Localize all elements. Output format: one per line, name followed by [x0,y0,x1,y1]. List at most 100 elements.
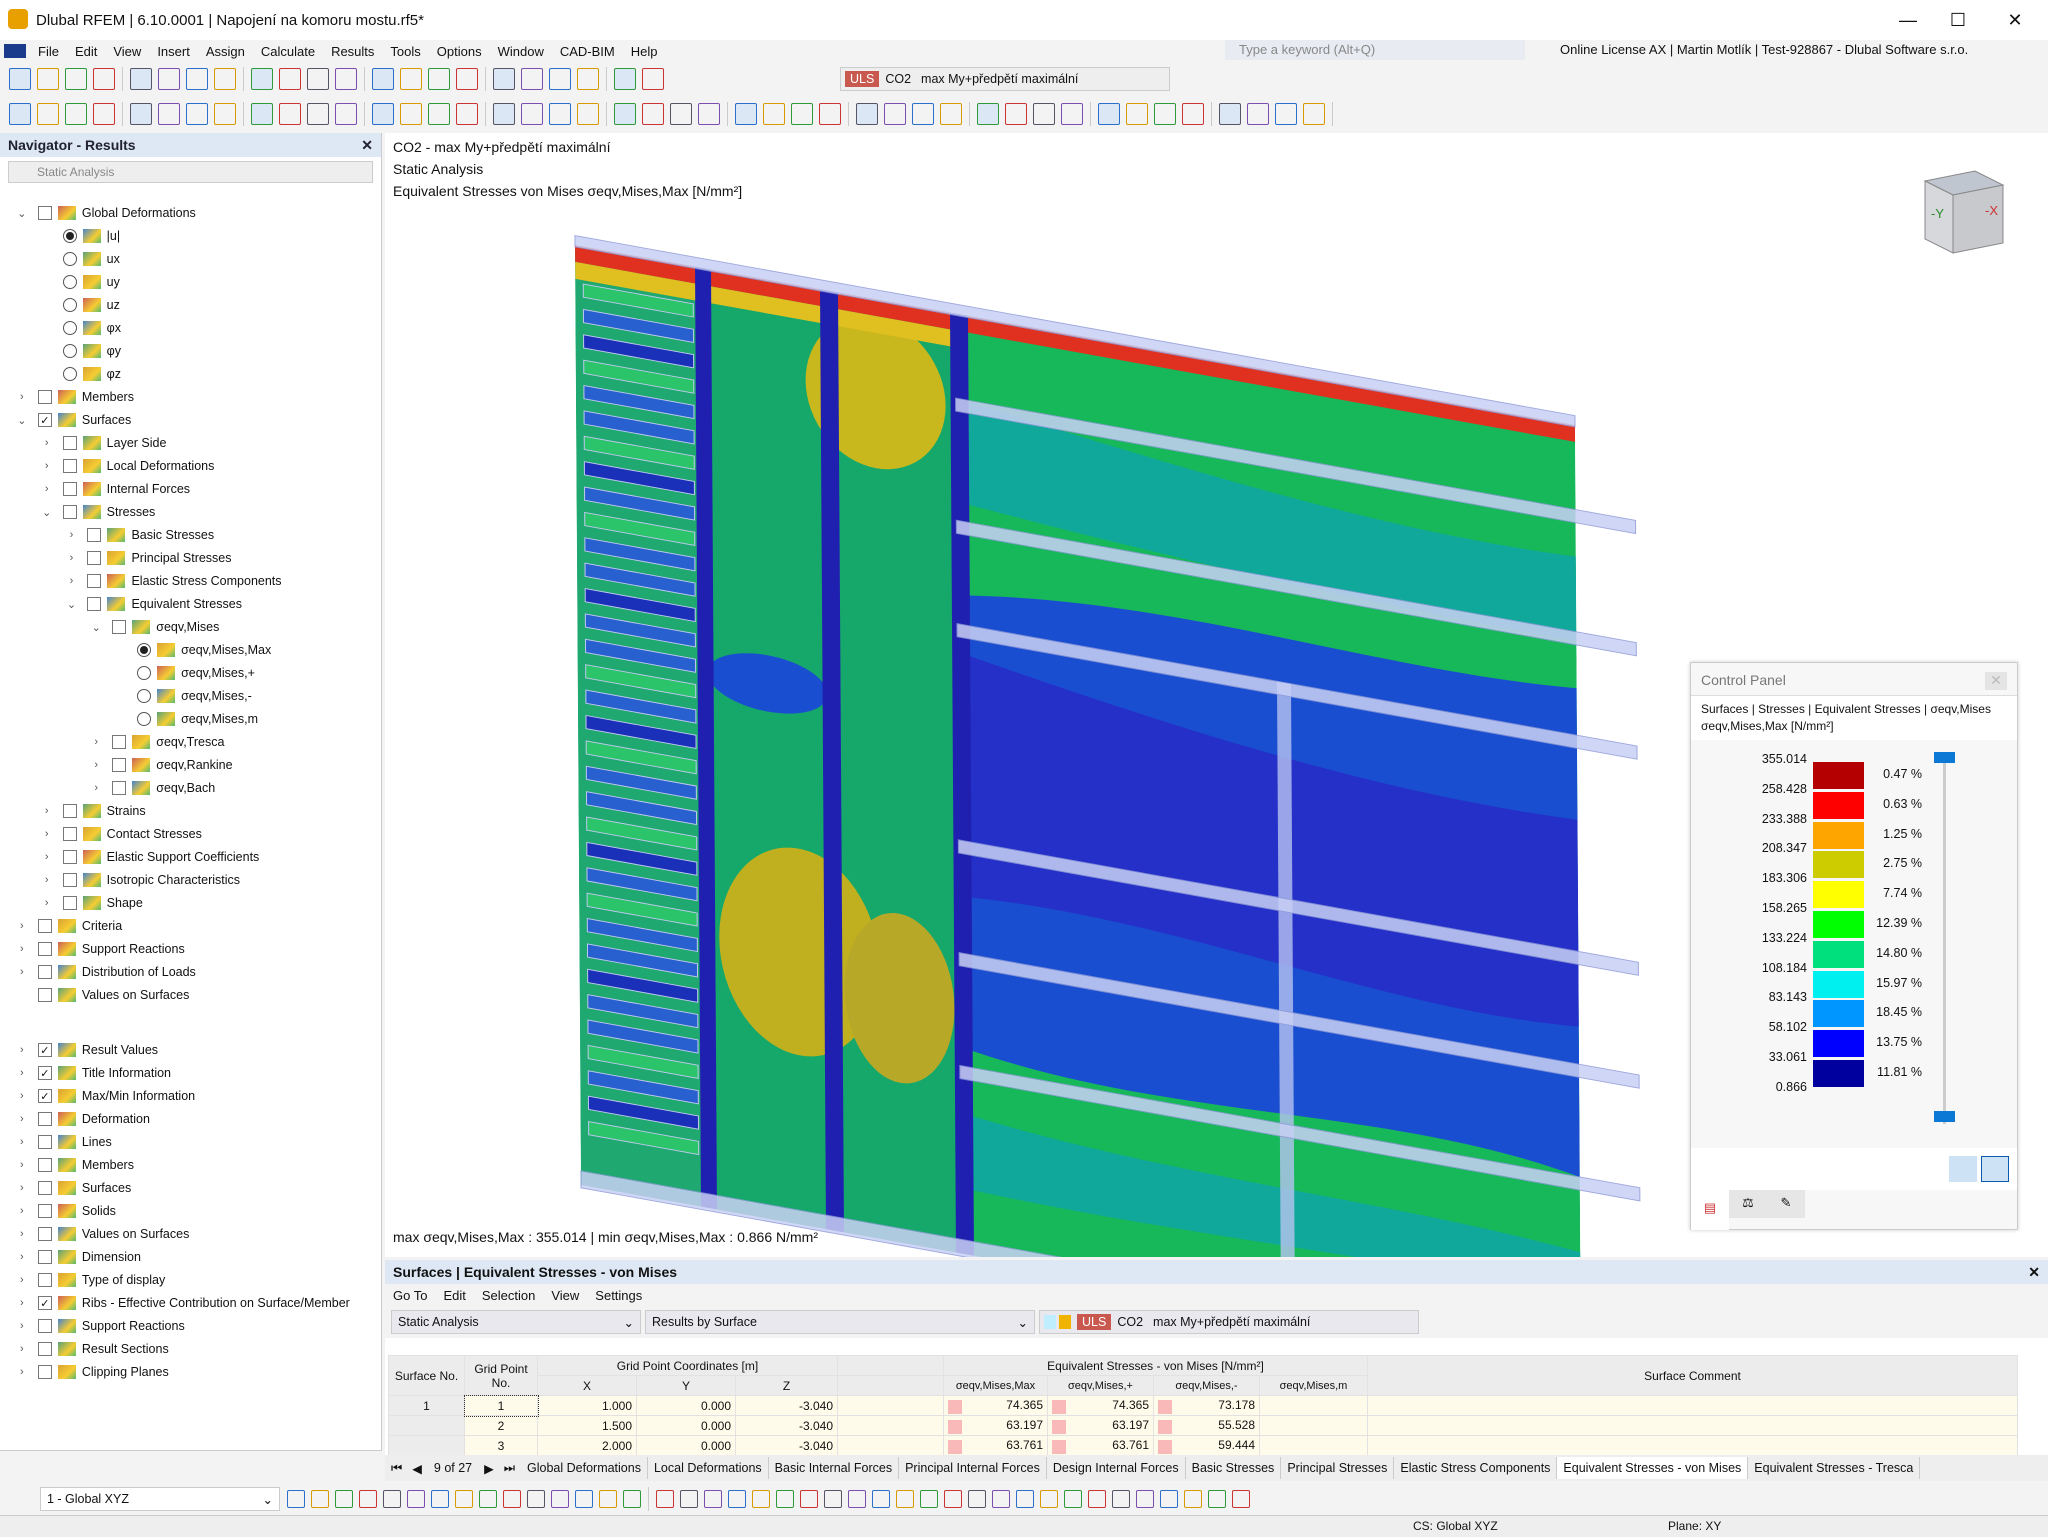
surface-icon[interactable] [642,103,664,125]
support-icon[interactable] [1247,103,1269,125]
tree-item[interactable]: › Result Sections [20,1338,169,1360]
undo-icon[interactable] [577,68,599,90]
tree-item[interactable]: › Internal Forces [45,478,190,500]
tree-item[interactable]: › Contact Stresses [45,823,202,845]
checkbox[interactable] [62,436,77,450]
grid-icon[interactable] [791,103,813,125]
col-y[interactable]: Y [636,1375,736,1396]
radio-button[interactable] [62,367,77,381]
snap-tool-icon[interactable] [824,1490,842,1508]
table-menu-selection[interactable]: Selection [481,1287,536,1303]
menu-help[interactable]: Help [630,43,658,59]
menu-calculate[interactable]: Calculate [260,43,316,59]
checkbox[interactable] [112,781,127,795]
loadcase-select[interactable]: ULS CO2 max My+předpětí maximální [840,67,1170,91]
surface-icon[interactable] [1182,103,1204,125]
tree-item[interactable]: uy [62,271,120,293]
checkbox[interactable] [62,505,77,519]
solid-icon[interactable] [1219,103,1241,125]
snap-tool-icon[interactable] [992,1490,1010,1508]
radio-button[interactable] [62,275,77,289]
cell-s1[interactable]: 74.365 [943,1395,1048,1416]
checkbox[interactable] [37,942,52,956]
tree-item[interactable]: › σeqv,Bach [94,777,215,799]
tree-item[interactable]: σeqv,Mises,- [137,685,252,707]
table-menu-edit[interactable]: Edit [443,1287,466,1303]
tree-item[interactable]: uz [62,294,120,316]
cell-surface[interactable] [388,1415,465,1436]
tree-item[interactable]: › Support Reactions [20,1315,185,1337]
snap-tool-icon[interactable] [1136,1490,1154,1508]
snap-tool-icon[interactable] [800,1490,818,1508]
col-x[interactable]: X [537,1375,637,1396]
checkbox[interactable]: ✓ [37,413,52,427]
expand-icon[interactable]: › [44,805,49,817]
expand-icon[interactable]: › [20,1113,24,1125]
tree-item[interactable]: Values on Surfaces [37,984,189,1006]
expand-icon[interactable]: › [20,1090,24,1102]
checkbox[interactable] [62,459,77,473]
load-icon[interactable] [735,103,757,125]
table-icon[interactable] [158,68,180,90]
tree-item[interactable]: › Criteria [20,915,122,937]
save-icon[interactable] [37,68,59,90]
snap-tool-icon[interactable] [1232,1490,1250,1508]
tree-item[interactable]: ⌄ Global Deformations [17,202,196,224]
settings-icon[interactable] [456,68,478,90]
cell-empty[interactable] [1367,1415,2018,1436]
tree-item[interactable]: › Dimension [20,1246,141,1268]
checkbox[interactable] [37,1135,52,1149]
next-page-icon[interactable]: ▶ [484,1461,494,1476]
expand-icon[interactable]: › [20,1136,24,1148]
view-cube[interactable]: -Y -X [1905,163,2005,263]
line-icon[interactable] [37,103,59,125]
expand-icon[interactable]: › [20,1067,24,1079]
navigator-analysis-select[interactable]: Static Analysis [8,161,373,183]
color-icon[interactable] [1033,103,1055,125]
member-icon[interactable] [65,103,87,125]
tree-item[interactable]: › Local Deformations [45,455,214,477]
table-analysis-select[interactable]: Static Analysis ⌄ [391,1310,641,1334]
expand-icon[interactable]: › [20,1228,24,1240]
table-close-icon[interactable]: ✕ [2028,1264,2040,1280]
tree-item[interactable]: › Values on Surfaces [20,1223,189,1245]
menu-view[interactable]: View [113,43,142,59]
tree-item[interactable]: › Layer Side [45,432,166,454]
tree-item[interactable]: › Shape [45,892,143,914]
tree-item[interactable]: φx [62,317,121,339]
checkbox[interactable] [37,1250,52,1264]
tree-item[interactable]: › Principal Stresses [70,547,232,569]
table-results-by-select[interactable]: Results by Surface ⌄ [645,1310,1035,1334]
tree-item[interactable]: › Type of display [20,1269,165,1291]
tree-item[interactable]: › Distribution of Loads [20,961,196,983]
filter-icon[interactable] [214,68,236,90]
node-icon[interactable] [549,103,571,125]
expand-icon[interactable]: › [20,1182,24,1194]
checkbox[interactable] [37,988,52,1002]
snap-tool-icon[interactable] [1112,1490,1130,1508]
snap-tool-icon[interactable] [527,1490,545,1508]
snap-tool-icon[interactable] [623,1490,641,1508]
expand-icon[interactable]: › [20,1251,24,1263]
cell-y[interactable]: 0.000 [636,1415,736,1436]
radio-button[interactable] [62,252,77,266]
collapse-icon[interactable]: ⌄ [91,621,101,634]
cell-empty[interactable] [837,1435,944,1456]
cell-x[interactable]: 1.000 [537,1395,637,1416]
snap-tool-icon[interactable] [896,1490,914,1508]
cell-s1[interactable]: 63.197 [943,1415,1048,1436]
expand-icon[interactable]: › [20,391,24,403]
tree-item[interactable]: › Deformation [20,1108,150,1130]
snap-tool-icon[interactable] [1016,1490,1034,1508]
menu-edit[interactable]: Edit [74,43,98,59]
save-icon[interactable] [521,68,543,90]
collapse-icon[interactable]: ⌄ [66,598,77,611]
tree-item[interactable]: › Strains [45,800,146,822]
first-page-icon[interactable]: ⏮ [391,1460,403,1475]
tab-global-deformations[interactable]: Global Deformations [521,1457,648,1479]
view-icon[interactable] [186,68,208,90]
expand-icon[interactable]: › [44,874,49,886]
legend-scale-button[interactable] [1981,1156,2009,1182]
table-row[interactable]: 1 1 1.000 0.000 -3.040 74.365 74.365 73.178 [388,1394,2018,1417]
tree-item[interactable]: › Clipping Planes [20,1361,169,1383]
